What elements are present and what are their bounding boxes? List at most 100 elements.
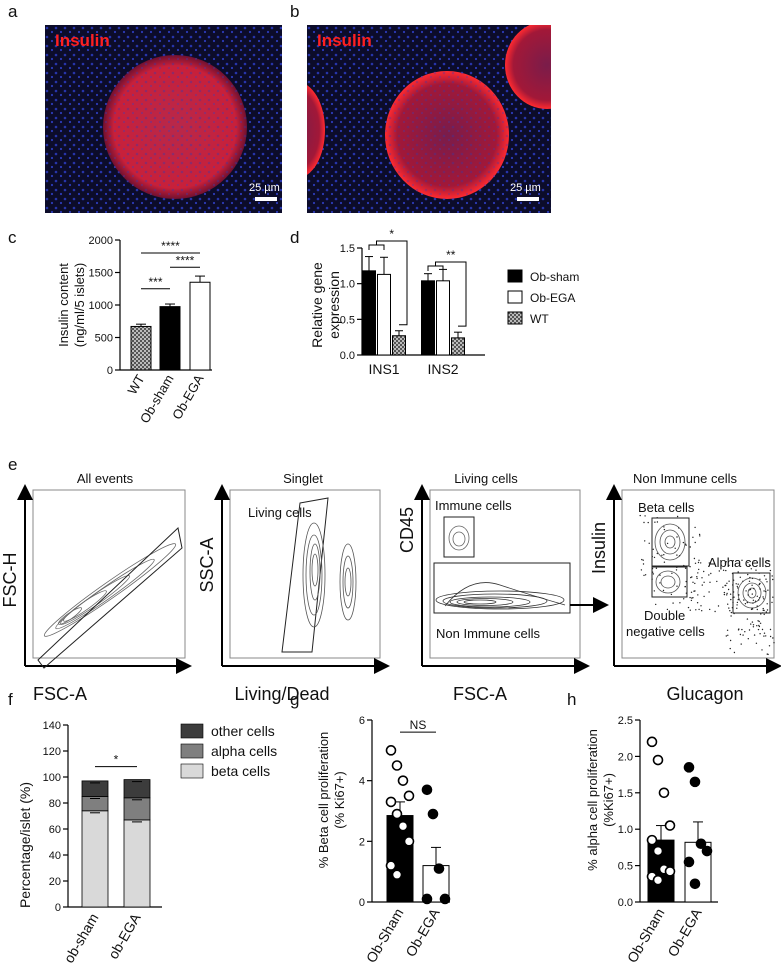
flow-event-dot	[674, 547, 676, 549]
flow-event-dot	[759, 588, 761, 590]
flow-event-dot	[663, 554, 665, 556]
flow-event-dot	[726, 592, 728, 595]
panel-letter-d: d	[290, 228, 300, 247]
flow-event-dot	[643, 521, 645, 524]
flow-event-dot	[763, 590, 765, 592]
flow-plot-2-xlabel: Living/Dead	[234, 684, 329, 704]
flow-event-dot	[716, 580, 718, 583]
flow-plot-3-frame	[429, 489, 581, 659]
chart-g-point	[439, 893, 451, 905]
scale-text-b: 25 µm	[510, 182, 541, 194]
chart-f-legend-label: alpha cells	[211, 743, 277, 759]
flow-event-dot	[741, 559, 743, 561]
chart-h-xtick-label: Ob-EGA	[664, 905, 705, 959]
panel-letter-f: f	[8, 690, 13, 709]
flow-event-dot	[689, 596, 691, 599]
flow-event-dot	[737, 594, 740, 596]
chart-h-point	[658, 787, 670, 799]
flow-plot-4-contours	[654, 523, 767, 609]
flow-plot-4-gate-beta	[651, 517, 690, 567]
flow-event-dot	[744, 631, 746, 633]
flow-event-dot	[766, 653, 768, 655]
flow-event-dot	[730, 611, 733, 614]
chart-d-ytick-label: 0.0	[340, 350, 355, 362]
flow-event-dot	[745, 590, 747, 592]
flow-event-dot	[691, 576, 693, 578]
chart-g-point	[385, 860, 397, 871]
scale-text-a: 25 µm	[249, 182, 280, 194]
flow-event-dot	[679, 602, 681, 604]
chart-h-ytick-label: 2.0	[618, 751, 633, 763]
flow-event-dot	[769, 628, 772, 631]
flow-event-dot	[768, 645, 771, 647]
flow-plot-4-events	[639, 514, 775, 656]
flow-event-dot	[703, 570, 705, 573]
chart-g-point	[397, 775, 409, 786]
chart-c-ytick-label: 1000	[89, 300, 113, 312]
flow-event-dot	[670, 593, 673, 596]
chart-h-ytick-label: 1.5	[618, 788, 633, 800]
flow-event-dot	[755, 642, 758, 644]
chart-g-ytick-label: 4	[359, 776, 365, 788]
flow-event-dot	[756, 608, 758, 611]
chart-g-point	[427, 808, 439, 820]
flow-plot-1-title: All events	[77, 471, 134, 486]
chart-f-legend-swatch	[180, 743, 204, 759]
flow-event-dot	[678, 527, 680, 529]
flow-event-dot	[698, 559, 700, 561]
flow-event-dot	[690, 576, 692, 579]
flow-plot-2-gate	[281, 497, 329, 653]
flow-event-dot	[694, 526, 696, 529]
flow-event-dot	[733, 596, 735, 598]
flow-event-dot	[676, 536, 678, 538]
chart-d-ytick-label: 0.5	[340, 314, 355, 326]
flow-event-dot	[747, 573, 749, 576]
chart-g-point	[397, 820, 409, 832]
flow-event-dot	[729, 647, 731, 650]
flow-event-dot	[748, 589, 750, 591]
flow-event-dot	[758, 624, 760, 627]
flow-event-dot	[651, 555, 653, 558]
chart-f-ytick-label: 100	[43, 772, 61, 784]
flow-event-dot	[737, 587, 739, 589]
chart-f-legend-swatch	[180, 763, 204, 779]
flow-event-dot	[750, 623, 752, 625]
chart-h-point	[652, 845, 664, 857]
flow-event-dot	[747, 561, 749, 564]
flow-event-dot	[766, 581, 768, 583]
flow-event-dot	[752, 624, 755, 626]
flow-plot-3-nonimmune-contours	[435, 582, 566, 610]
flow-event-dot	[675, 569, 678, 571]
flow-plot-4-gate-alpha	[732, 572, 771, 614]
chart-d-legend-label: Ob-sham	[530, 270, 579, 284]
flow-event-dot	[639, 514, 641, 517]
flow-event-dot	[651, 578, 653, 580]
chart-d-legend-swatch	[507, 290, 523, 304]
chart-h-ytick-label: 1.0	[618, 824, 633, 836]
flow-event-dot	[762, 598, 765, 600]
flow-event-dot	[737, 583, 739, 585]
stain-label-a: Insulin	[55, 31, 110, 50]
flow-event-dot	[644, 540, 646, 542]
flow-event-dot	[726, 629, 729, 631]
flow-event-dot	[672, 602, 674, 604]
flow-event-dot	[760, 613, 762, 615]
flow-event-dot	[725, 561, 727, 563]
scale-bar-a	[255, 197, 277, 201]
flow-event-dot	[763, 613, 765, 616]
flow-event-dot	[698, 608, 700, 611]
chart-d-significance: *	[389, 227, 394, 241]
flow-event-dot	[728, 607, 730, 609]
chart-g-point	[421, 784, 433, 796]
chart-c-ytick-label: 1500	[89, 268, 113, 280]
flow-event-dot	[685, 580, 687, 583]
flow-event-dot	[676, 515, 679, 518]
chart-d-xtick-label: INS1	[368, 361, 399, 377]
flow-event-dot	[759, 633, 761, 635]
flow-event-dot	[723, 593, 726, 596]
flow-event-dot	[718, 570, 720, 572]
flow-event-dot	[654, 521, 656, 523]
chart-h-ylabel-2: (%Ki67+)	[601, 773, 616, 827]
